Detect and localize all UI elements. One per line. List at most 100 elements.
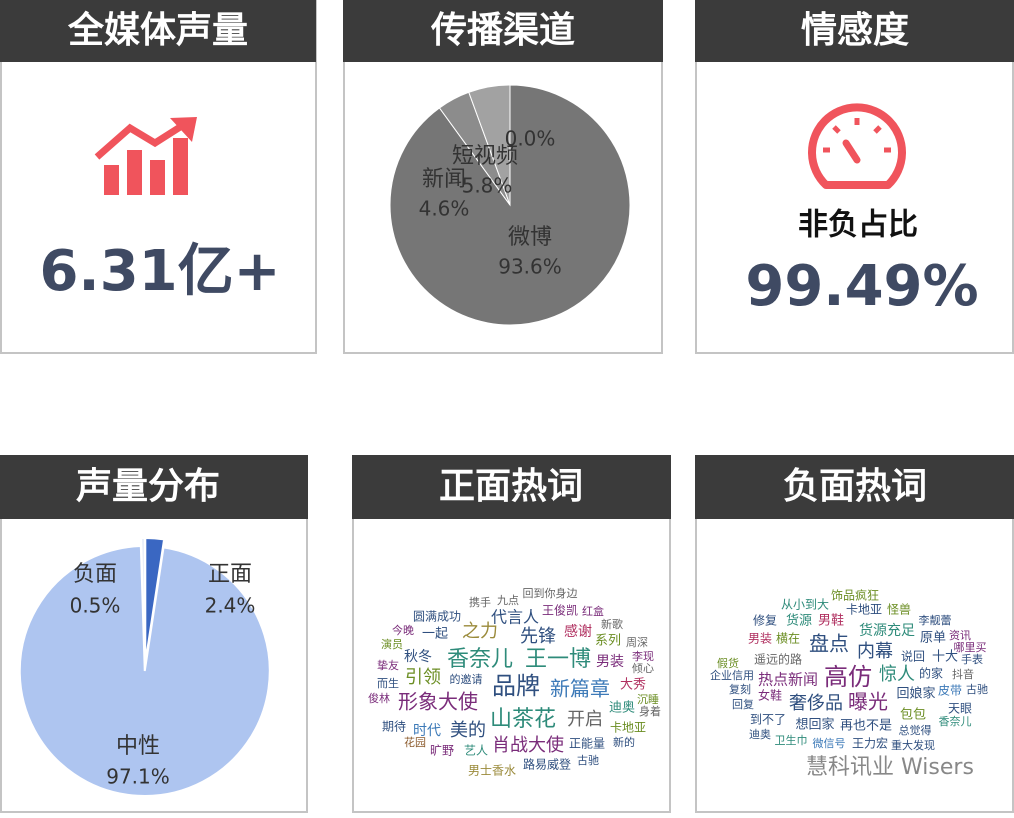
panel-header: [0, 0, 316, 62]
word: 想回家: [795, 717, 834, 733]
word: 手表: [961, 652, 983, 666]
word: 包包: [900, 708, 926, 723]
panel-header: [0, 455, 308, 519]
word: 肖战大使: [492, 735, 564, 756]
panel-title: 负面热词: [783, 466, 927, 507]
panel-positive: 正面热词: [352, 455, 671, 813]
panel-header: [695, 0, 1014, 62]
word: 原单: [920, 631, 946, 646]
word: 十大: [932, 650, 958, 665]
word: 复刻: [729, 682, 751, 696]
word: 之力: [462, 621, 498, 642]
word: 回到你身边: [523, 586, 578, 600]
panel-title: 全媒体声量: [67, 9, 248, 51]
panel-title: 声量分布: [76, 466, 220, 507]
word: 奢侈品: [789, 693, 843, 714]
word: 抖音: [952, 667, 974, 681]
word: 资讯: [949, 629, 971, 642]
slice-value-label: 93.6%: [498, 255, 562, 279]
word: 王力宏: [852, 736, 888, 751]
word: 高仿: [824, 663, 872, 691]
word: 新歌: [601, 617, 623, 631]
word: 古驰: [577, 753, 599, 767]
word: 引领: [405, 667, 441, 688]
panel-negative: 负面热词: [695, 455, 1014, 813]
word: 货源充足: [859, 622, 915, 639]
word: 惊人: [879, 664, 915, 685]
slice-label: 短视频: [452, 144, 518, 169]
word: 假货: [717, 656, 739, 670]
word: 代言人: [491, 608, 539, 627]
word: 热点新闻: [758, 671, 818, 689]
word: 的家: [919, 666, 943, 681]
word: 周深: [626, 636, 648, 649]
slice-label: 微博: [508, 225, 552, 250]
word: 李现: [632, 649, 654, 663]
pie-slice: [18, 545, 271, 797]
word: 王俊凯: [542, 603, 578, 618]
word: 饰品疯狂: [831, 588, 879, 603]
word: 男鞋: [818, 613, 844, 629]
word: 香奈儿: [939, 714, 972, 728]
word: 微信号: [813, 736, 846, 750]
word: 美的: [450, 720, 486, 741]
panel-title: 情感度: [801, 10, 909, 51]
word: 总觉得: [899, 723, 932, 737]
word: 盘点: [809, 632, 849, 656]
word: 天眼: [948, 702, 972, 716]
word: 回娘家: [896, 686, 935, 702]
word: 哪里买: [954, 641, 987, 654]
word: 感谢: [564, 623, 592, 640]
word: 到不了: [750, 713, 786, 727]
word: 迪奥: [609, 701, 635, 716]
word: 演员: [381, 637, 403, 651]
slice-label: 中性: [116, 734, 160, 759]
word: 男装: [748, 632, 772, 646]
panel-title: 传播渠道: [430, 10, 575, 51]
word: 男装: [596, 654, 624, 670]
word: 挚友: [377, 658, 399, 672]
word: 圆满成功: [413, 610, 461, 624]
gauge-icon: [808, 103, 906, 189]
word: 再也不是: [840, 719, 892, 734]
panel-header: [343, 0, 663, 62]
word: 身着: [639, 704, 661, 718]
word: 重大发现: [891, 738, 935, 752]
sentiment-label: 非负占比: [798, 208, 918, 243]
word: 回复: [732, 697, 754, 711]
word: 从小到大: [781, 598, 829, 612]
word: 艺人: [464, 744, 488, 758]
word: 红盒: [582, 604, 604, 618]
word: 王一博: [525, 647, 591, 672]
word: 香奈儿: [447, 647, 513, 672]
word: 旷野: [430, 744, 454, 758]
word: 山茶花: [490, 707, 556, 732]
slice-value-label: 5.8%: [462, 174, 513, 198]
word: 而生: [377, 676, 399, 690]
pie-slice: [139, 536, 146, 664]
slice-value-label: 0.5%: [70, 594, 121, 618]
word: 女鞋: [758, 688, 782, 703]
word: 卡地亚: [846, 603, 882, 617]
word: 形象大使: [398, 690, 478, 714]
slice-label: 正面: [208, 562, 252, 587]
word: 李靓蕾: [919, 613, 952, 627]
word: 卡地亚: [610, 721, 646, 735]
word: 遥远的路: [754, 652, 802, 667]
word: 正能量: [569, 737, 605, 751]
word: 期待: [382, 720, 406, 734]
word: 花园: [404, 736, 426, 749]
word: 系列: [595, 634, 621, 649]
slice-label: 新闻: [422, 167, 466, 192]
word: 俊林: [368, 691, 390, 705]
word: 货源: [786, 613, 812, 629]
sentiment-value: 99.49%: [745, 254, 978, 319]
word: 秋冬: [404, 649, 432, 665]
panel-title: 正面热词: [439, 466, 583, 507]
word: 携手: [469, 595, 491, 609]
word: 九点: [497, 594, 519, 607]
word: 曝光: [848, 690, 888, 714]
word: 先锋: [520, 626, 556, 647]
volume-value: 6.31亿+: [39, 239, 280, 304]
